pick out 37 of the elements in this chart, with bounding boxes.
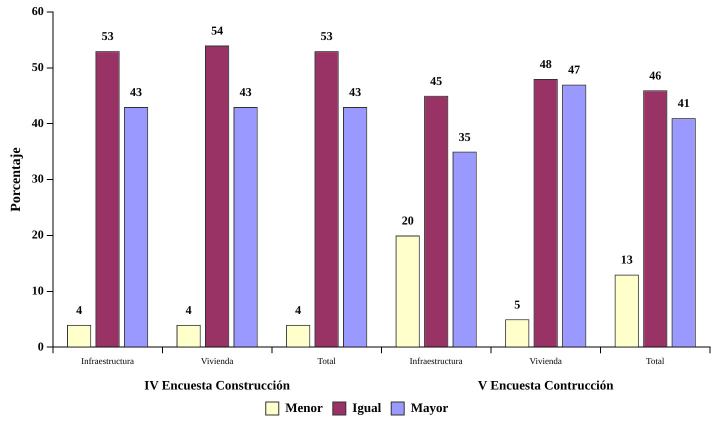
y-tick-label: 20 [32,228,44,242]
x-tick-label: Total [317,356,336,366]
y-axis-title: Porcentaje [9,147,24,212]
data-label: 53 [320,29,333,44]
legend-label: Igual [352,400,382,415]
data-label: 4 [76,302,82,317]
data-label: 46 [649,68,662,82]
x-tick-label: Vivienda [529,356,562,366]
data-label: 54 [211,24,224,38]
data-label: 47 [568,62,580,77]
text: IV Encuesta Construcción [144,377,291,392]
y-tick-label: 50 [32,60,44,74]
data-label: 20 [402,214,414,228]
data-label: 4 [186,302,192,317]
y-tick-label: 10 [32,283,44,298]
data-label: 45 [430,74,442,88]
data-label: 43 [349,85,362,100]
y-tick-label: 30 [32,172,44,186]
legend-label: Menor [285,400,324,415]
data-label: 53 [102,29,114,44]
y-tick-label: 40 [32,116,44,130]
y-tick-label: 60 [32,4,44,18]
x-tick-label: Infraestructura [410,356,463,366]
data-label: 48 [540,57,552,72]
x-tick-label: Infraestructura [81,356,134,366]
data-label: 13 [620,252,633,267]
data-label: 43 [130,85,142,100]
y-tick-label: 0 [38,339,44,354]
text: V Encuesta Contrucción [478,377,614,392]
x-tick-label: Total [646,356,665,366]
data-label: 43 [240,85,252,100]
data-label: 4 [295,302,302,317]
data-label: 35 [458,130,471,144]
legend-label: Mayor [410,400,448,415]
data-label: 5 [514,297,520,312]
x-tick-label: Vivienda [200,356,234,366]
data-label: 41 [678,96,690,110]
